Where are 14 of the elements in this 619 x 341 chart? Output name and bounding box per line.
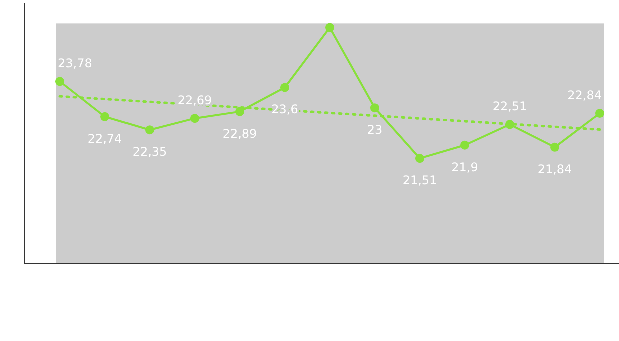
point (280, 83, 290, 92)
point (370, 104, 380, 113)
point (550, 142, 560, 152)
point (326, 23, 334, 32)
point (100, 112, 110, 122)
point (56, 77, 64, 86)
point (460, 140, 470, 150)
point (506, 120, 514, 130)
point (416, 154, 424, 164)
point (146, 126, 154, 135)
point (236, 107, 244, 116)
point (596, 109, 604, 118)
data-label: 22,69 (178, 94, 212, 108)
point (190, 114, 200, 124)
